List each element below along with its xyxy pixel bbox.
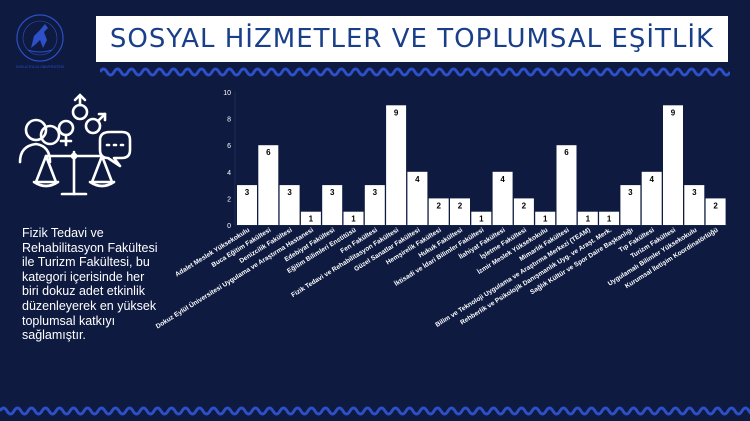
bar-value-label: 6 <box>266 148 271 157</box>
bar-value-label: 1 <box>586 215 591 224</box>
y-tick-label: 6 <box>227 143 231 150</box>
bar-value-label: 9 <box>394 108 399 117</box>
bar <box>684 185 705 225</box>
bar <box>428 198 449 225</box>
y-tick-label: 2 <box>227 196 231 203</box>
bar-value-label: 9 <box>671 108 676 117</box>
bar <box>343 211 364 225</box>
bottom-wave-divider <box>0 406 750 416</box>
title-banner: SOSYAL HİZMETLER VE TOPLUMSAL EŞİTLİK <box>96 16 728 62</box>
top-wave-divider <box>100 67 730 77</box>
social-equality-icon <box>18 93 132 196</box>
bar-value-label: 2 <box>458 201 463 210</box>
bar <box>407 171 428 225</box>
y-tick-label: 10 <box>223 90 231 97</box>
bar <box>663 105 683 225</box>
bar-value-label: 2 <box>522 201 527 210</box>
bar-value-label: 3 <box>245 188 250 197</box>
bar-value-label: 1 <box>309 215 314 224</box>
bar-value-label: 6 <box>564 148 569 157</box>
bar-value-label: 1 <box>351 215 356 224</box>
bar-value-label: 3 <box>692 188 697 197</box>
bar <box>492 171 513 225</box>
bar <box>364 185 385 225</box>
bar <box>620 185 641 225</box>
bar-value-label: 1 <box>543 215 548 224</box>
bar-value-label: 3 <box>628 188 633 197</box>
bar-value-label: 2 <box>436 201 441 210</box>
logo-text: DOKUZ EYLÜL ÜNİVERSİTESİ <box>16 64 64 69</box>
bar-value-label: 2 <box>713 201 718 210</box>
bar <box>237 185 257 225</box>
bar-value-label: 1 <box>479 215 484 224</box>
bar-value-label: 4 <box>649 175 654 184</box>
y-tick-label: 0 <box>227 223 231 230</box>
bar-value-label: 4 <box>415 175 420 184</box>
bar <box>705 198 726 225</box>
y-tick-label: 4 <box>227 170 231 177</box>
university-logo: DOKUZ EYLÜL ÜNİVERSİTESİ <box>16 14 64 69</box>
bar-value-label: 1 <box>607 215 612 224</box>
bar <box>386 105 407 225</box>
bar <box>300 211 321 225</box>
bar <box>556 145 577 225</box>
y-tick-label: 8 <box>227 117 231 124</box>
bar <box>279 185 300 225</box>
bar <box>513 198 534 225</box>
bar-value-label: 3 <box>287 188 292 197</box>
bar <box>450 198 470 225</box>
bar <box>577 211 598 225</box>
bar <box>322 185 343 225</box>
university-seal-icon <box>16 14 64 62</box>
bar-value-label: 3 <box>330 188 335 197</box>
bar <box>641 171 662 225</box>
bar-value-label: 4 <box>500 175 505 184</box>
page-title: SOSYAL HİZMETLER VE TOPLUMSAL EŞİTLİK <box>109 24 715 54</box>
bar <box>599 211 620 225</box>
bar <box>535 211 556 225</box>
summary-text: Fizik Tedavi ve Rehabilitasyon Fakültesi… <box>22 226 158 343</box>
bar <box>258 145 279 225</box>
bar <box>471 211 492 225</box>
bar-value-label: 3 <box>373 188 378 197</box>
